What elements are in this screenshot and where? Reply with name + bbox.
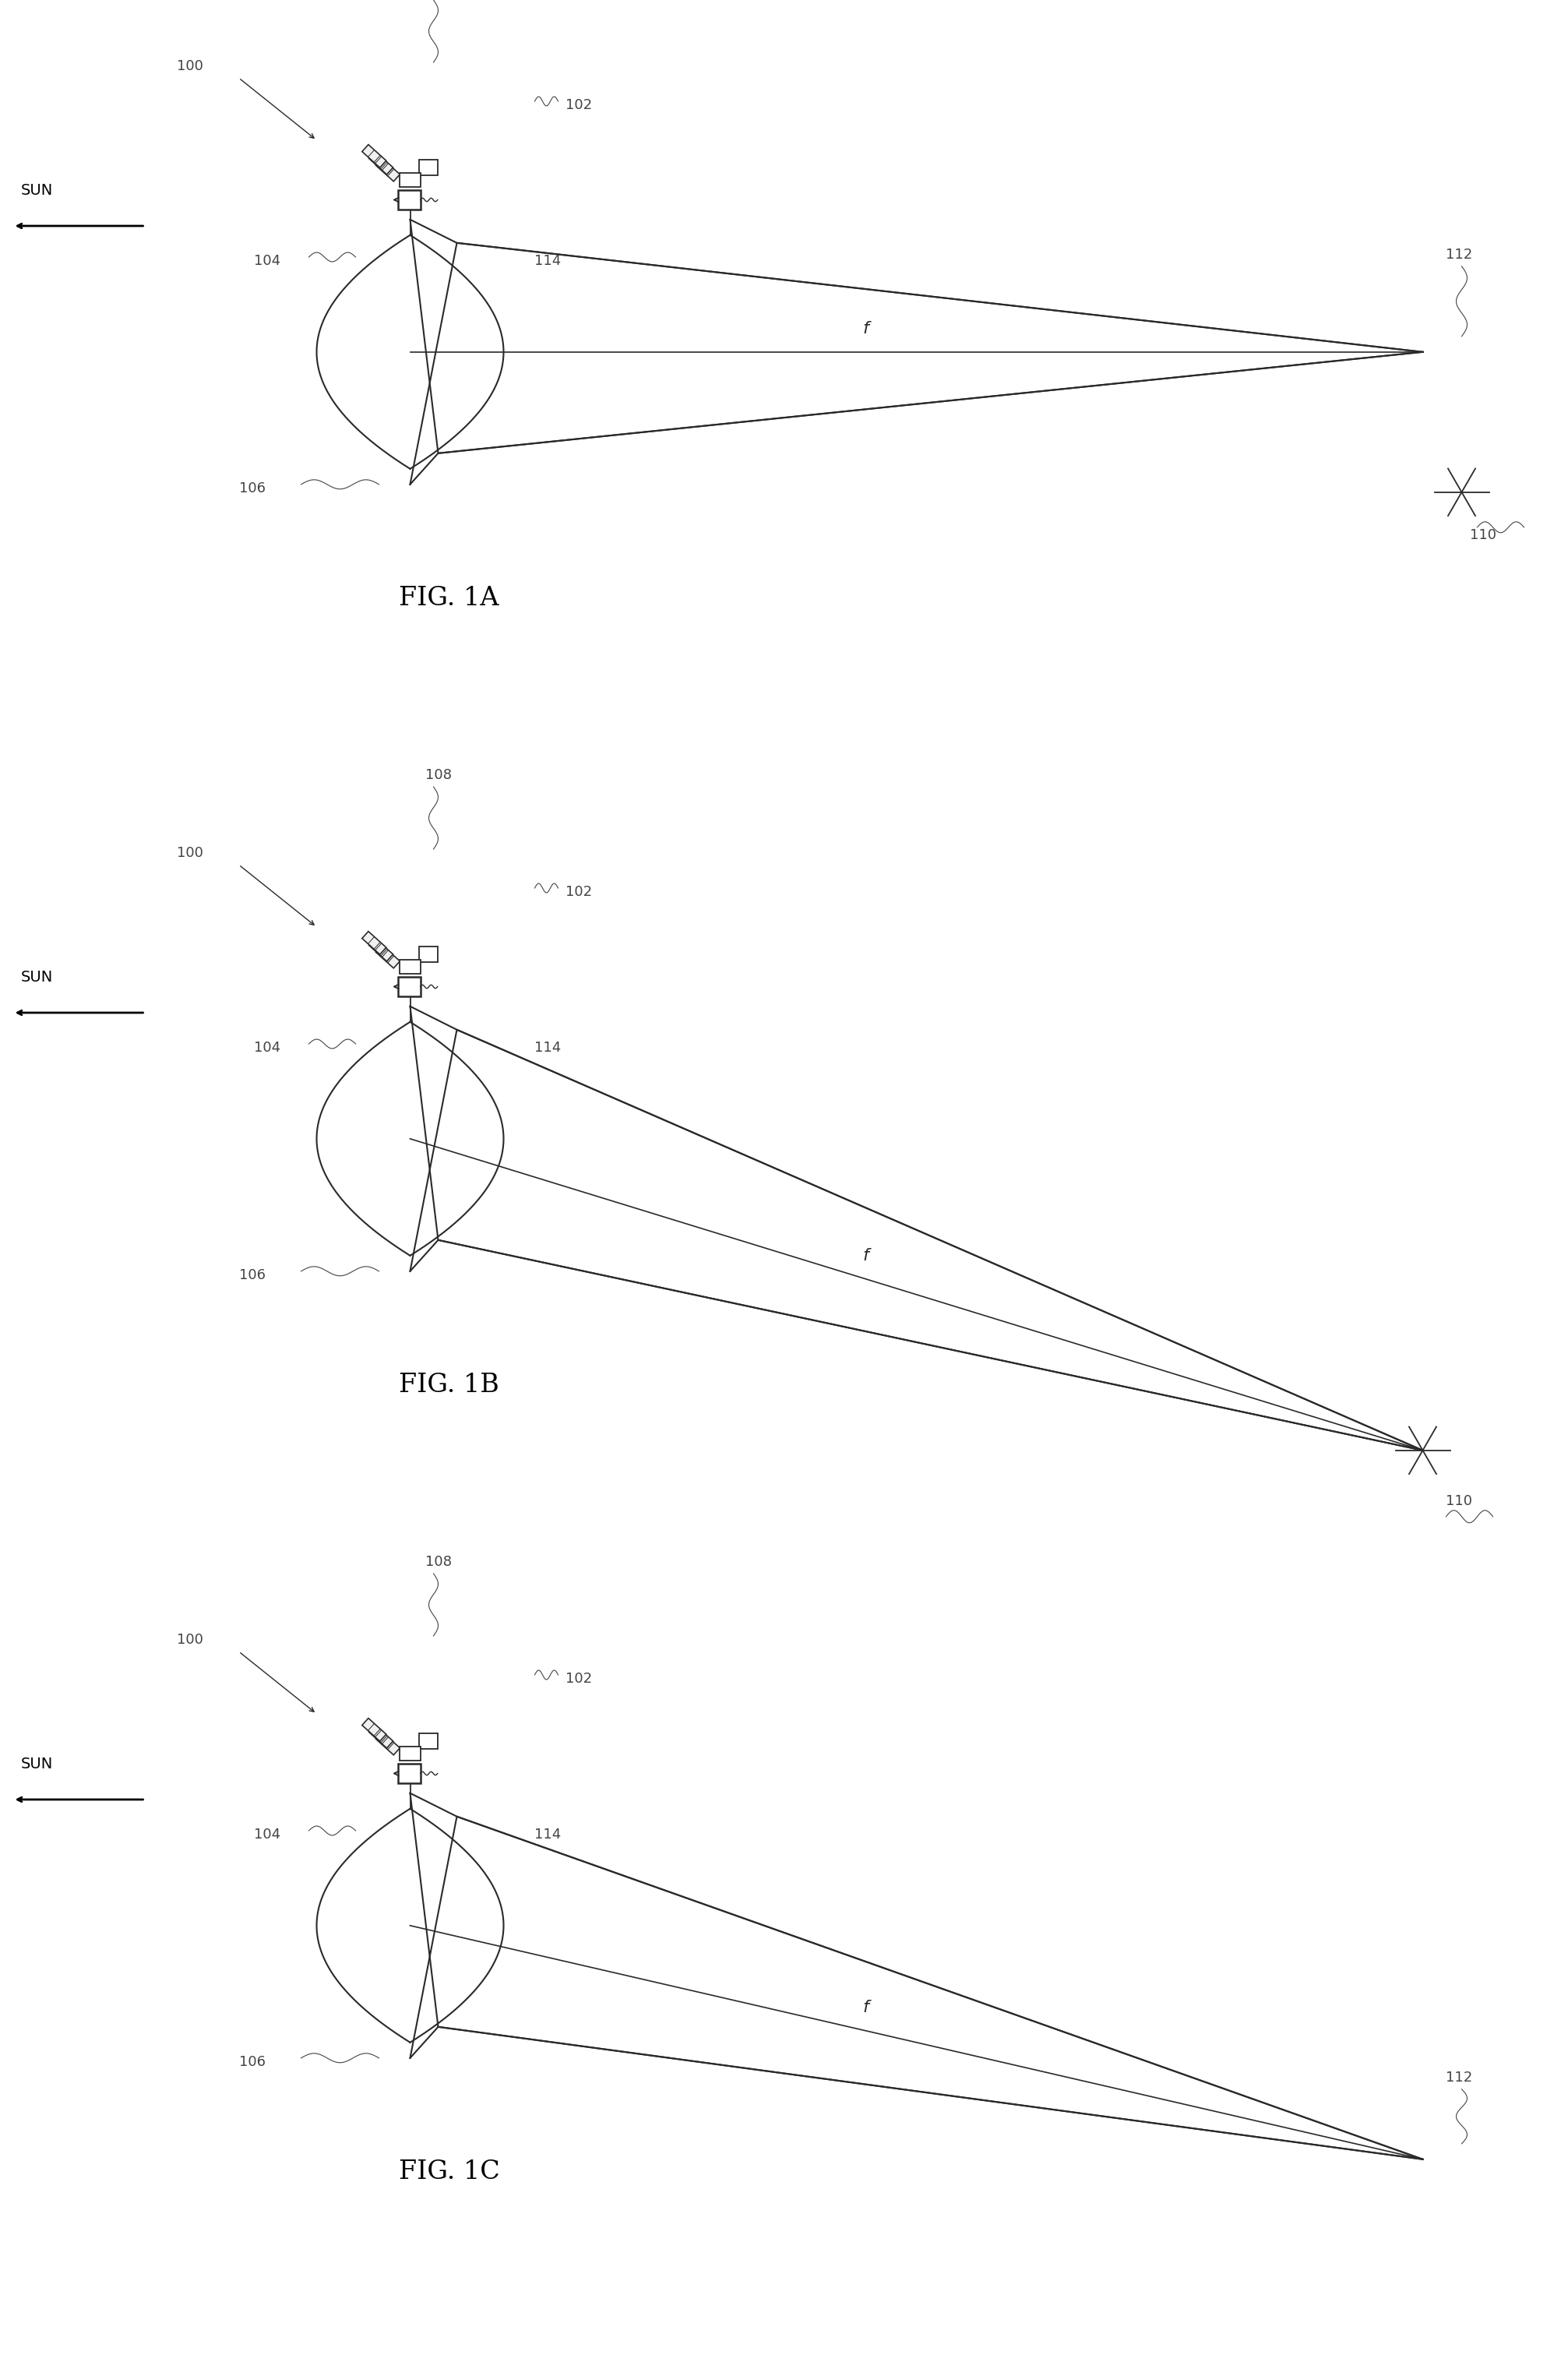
Polygon shape xyxy=(376,1732,400,1756)
Bar xyxy=(398,190,420,209)
Bar xyxy=(400,960,420,974)
Text: SUN: SUN xyxy=(20,969,53,984)
Text: 108: 108 xyxy=(425,1554,452,1568)
Text: 104: 104 xyxy=(254,1041,281,1055)
Text: 100: 100 xyxy=(177,1632,202,1647)
Text: 100: 100 xyxy=(177,846,202,860)
Text: 102: 102 xyxy=(566,97,593,112)
Text: FIG. 1B: FIG. 1B xyxy=(398,1373,499,1397)
Bar xyxy=(419,1732,437,1749)
Text: SUN: SUN xyxy=(20,1756,53,1772)
Bar xyxy=(419,159,437,176)
Bar xyxy=(419,946,437,962)
Text: 106: 106 xyxy=(238,1269,265,1283)
Text: 102: 102 xyxy=(566,1673,593,1687)
Text: 106: 106 xyxy=(238,482,265,494)
Polygon shape xyxy=(368,939,394,962)
Text: SUN: SUN xyxy=(20,183,53,197)
Bar xyxy=(400,173,420,188)
Text: 106: 106 xyxy=(238,2055,265,2069)
Text: 104: 104 xyxy=(254,1827,281,1841)
Text: f: f xyxy=(862,2001,869,2015)
Bar xyxy=(398,977,420,996)
Polygon shape xyxy=(368,152,394,173)
Text: 102: 102 xyxy=(566,884,593,898)
Text: 114: 114 xyxy=(535,1041,561,1055)
Text: 108: 108 xyxy=(425,767,452,782)
Text: 112: 112 xyxy=(1446,247,1472,261)
Text: 110: 110 xyxy=(1469,527,1496,542)
Text: 114: 114 xyxy=(535,254,561,268)
Polygon shape xyxy=(368,1725,394,1749)
Text: 114: 114 xyxy=(535,1827,561,1841)
Polygon shape xyxy=(362,931,386,955)
Text: 100: 100 xyxy=(177,59,202,74)
Text: FIG. 1C: FIG. 1C xyxy=(398,2160,500,2184)
Text: f: f xyxy=(862,1247,869,1264)
Bar xyxy=(400,1746,420,1761)
Text: 104: 104 xyxy=(254,254,281,268)
Polygon shape xyxy=(362,145,386,169)
Text: 112: 112 xyxy=(1446,2069,1472,2084)
Text: 110: 110 xyxy=(1446,1495,1472,1509)
Polygon shape xyxy=(376,946,400,967)
Text: f: f xyxy=(862,321,869,337)
Bar xyxy=(398,1763,420,1782)
Text: FIG. 1A: FIG. 1A xyxy=(398,584,499,611)
Polygon shape xyxy=(362,1718,386,1742)
Polygon shape xyxy=(376,159,400,181)
